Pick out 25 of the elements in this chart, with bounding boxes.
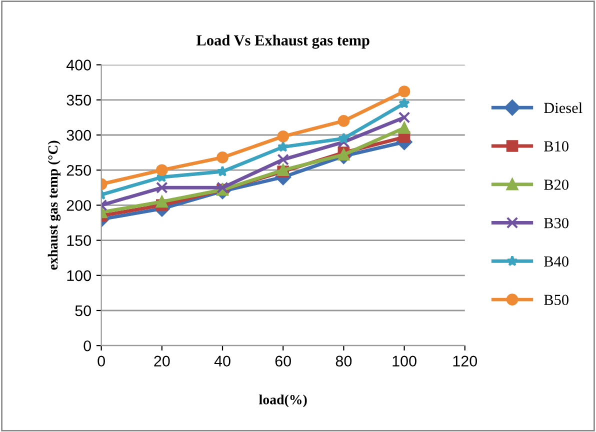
legend-label: B10 <box>544 141 568 152</box>
legend-label: B50 <box>544 294 568 306</box>
y-tick-label: 250 <box>66 164 92 176</box>
x-axis-title: load(%) <box>259 394 307 408</box>
y-tick-label: 350 <box>66 94 92 106</box>
y-tick-label: 300 <box>66 130 92 141</box>
legend-label: Diesel <box>544 102 582 114</box>
y-tick-label: 0 <box>84 340 91 352</box>
y-tick-label: 200 <box>66 200 92 211</box>
y-tick-label: 50 <box>75 305 91 316</box>
x-tick-label: 60 <box>275 356 291 367</box>
legend-label: B30 <box>544 218 568 228</box>
x-tick-label: 0 <box>98 356 105 367</box>
x-tick-label: 100 <box>392 356 416 367</box>
x-tick-label: 80 <box>336 356 352 367</box>
x-tick-label: 40 <box>214 356 230 367</box>
y-tick-label: 150 <box>67 235 92 246</box>
chart-title: Load Vs Exhaust gas temp <box>196 34 370 49</box>
y-tick-label: 100 <box>67 270 92 282</box>
legend-label: B20 <box>544 180 568 190</box>
x-tick-label: 120 <box>453 356 478 367</box>
legend-label: B40 <box>544 256 568 267</box>
y-tick-label: 400 <box>66 60 92 70</box>
y-axis-title: exhaust gas temp (°C) <box>48 140 61 270</box>
x-tick-label: 20 <box>154 356 170 367</box>
